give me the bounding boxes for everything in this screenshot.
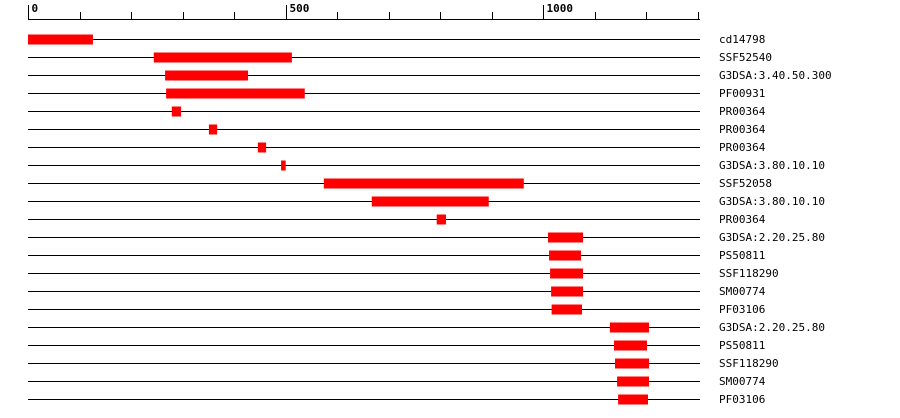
domain-bar [551,286,584,297]
row-label: PF00931 [719,87,765,100]
domain-bar [436,214,446,225]
row-label: PS50811 [719,249,765,262]
domain-bar [551,304,583,315]
row-label: G3DSA:3.80.10.10 [719,159,825,172]
domain-bar [257,142,267,153]
domain-bar [165,70,249,81]
x-tick-label: 500 [290,2,310,15]
domain-bar [617,376,650,387]
domain-bar [618,394,649,405]
domain-bar [153,52,292,63]
row-label: SM00774 [719,375,766,388]
domain-bar [208,124,218,135]
row-label: G3DSA:3.80.10.10 [719,195,825,208]
domain-bar [166,88,305,99]
domain-bar [323,178,524,189]
row-label: SSF52058 [719,177,772,190]
domain-bar [550,268,584,279]
row-label: G3DSA:2.20.25.80 [719,321,825,334]
row-label: PR00364 [719,141,766,154]
x-tick-label: 0 [32,2,39,15]
row-label: PS50811 [719,339,765,352]
row-label: SSF52540 [719,51,772,64]
domain-bar [549,250,582,261]
row-label: PR00364 [719,213,766,226]
row-label: PF03106 [719,393,765,406]
row-label: G3DSA:3.40.50.300 [719,69,832,82]
row-label: PR00364 [719,123,766,136]
domain-bar [28,34,93,45]
domain-bar [281,160,286,171]
row-label: cd14798 [719,33,765,46]
domain-bar [548,232,584,243]
row-label: SSF118290 [719,267,779,280]
domain-bar [613,340,647,351]
row-label: PR00364 [719,105,766,118]
domain-bar [171,106,182,117]
domain-bar [371,196,489,207]
row-label: G3DSA:2.20.25.80 [719,231,825,244]
row-label: SM00774 [719,285,766,298]
domain-bar [615,358,650,369]
domain-bar [609,322,650,333]
x-tick-label: 1000 [547,2,574,15]
row-label: PF03106 [719,303,765,316]
row-label: SSF118290 [719,357,779,370]
